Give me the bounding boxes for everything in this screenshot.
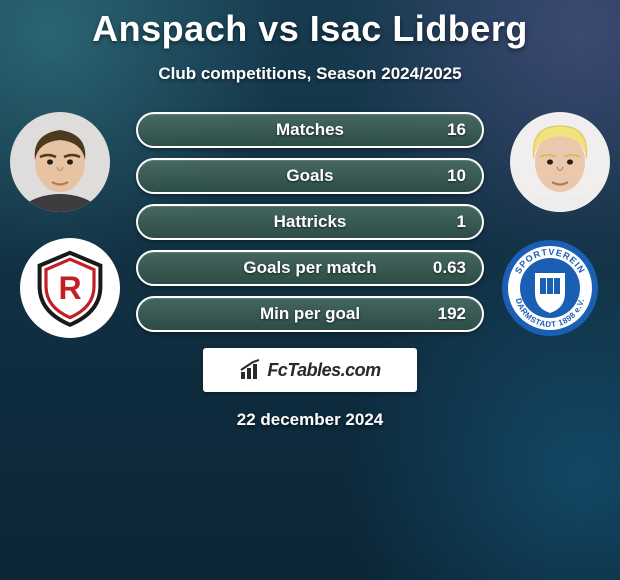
stat-value: 192 [438,304,466,324]
bar-chart-icon [239,358,263,382]
club-left-badge: R [20,238,120,338]
stat-row: Min per goal 192 [136,296,484,332]
stat-label: Goals [286,166,333,186]
stat-label: Hattricks [274,212,347,232]
player-right-avatar [510,112,610,212]
comparison-content: R SPORTVEREIN DARMSTADT 1898 e.V. Matche… [0,112,620,430]
stat-value: 1 [457,212,466,232]
stat-value: 10 [447,166,466,186]
stat-row: Goals 10 [136,158,484,194]
stat-row: Matches 16 [136,112,484,148]
stat-row: Hattricks 1 [136,204,484,240]
page-subtitle: Club competitions, Season 2024/2025 [0,64,620,84]
avatar-left-icon [10,112,110,212]
stat-row: Goals per match 0.63 [136,250,484,286]
avatar-right-icon [510,112,610,212]
svg-text:R: R [58,270,81,306]
stat-label: Matches [276,120,344,140]
branding-text: FcTables.com [267,360,380,381]
stat-label: Goals per match [243,258,376,278]
stat-value: 0.63 [433,258,466,278]
club-right-badge-icon: SPORTVEREIN DARMSTADT 1898 e.V. [500,238,600,338]
page-title: Anspach vs Isac Lidberg [0,0,620,50]
stat-label: Min per goal [260,304,360,324]
branding-box[interactable]: FcTables.com [203,348,417,392]
club-right-badge: SPORTVEREIN DARMSTADT 1898 e.V. [500,238,600,338]
stats-list: Matches 16 Goals 10 Hattricks 1 Goals pe… [136,112,484,332]
stat-value: 16 [447,120,466,140]
player-left-avatar [10,112,110,212]
comparison-date: 22 december 2024 [0,410,620,430]
club-left-badge-icon: R [30,248,110,328]
